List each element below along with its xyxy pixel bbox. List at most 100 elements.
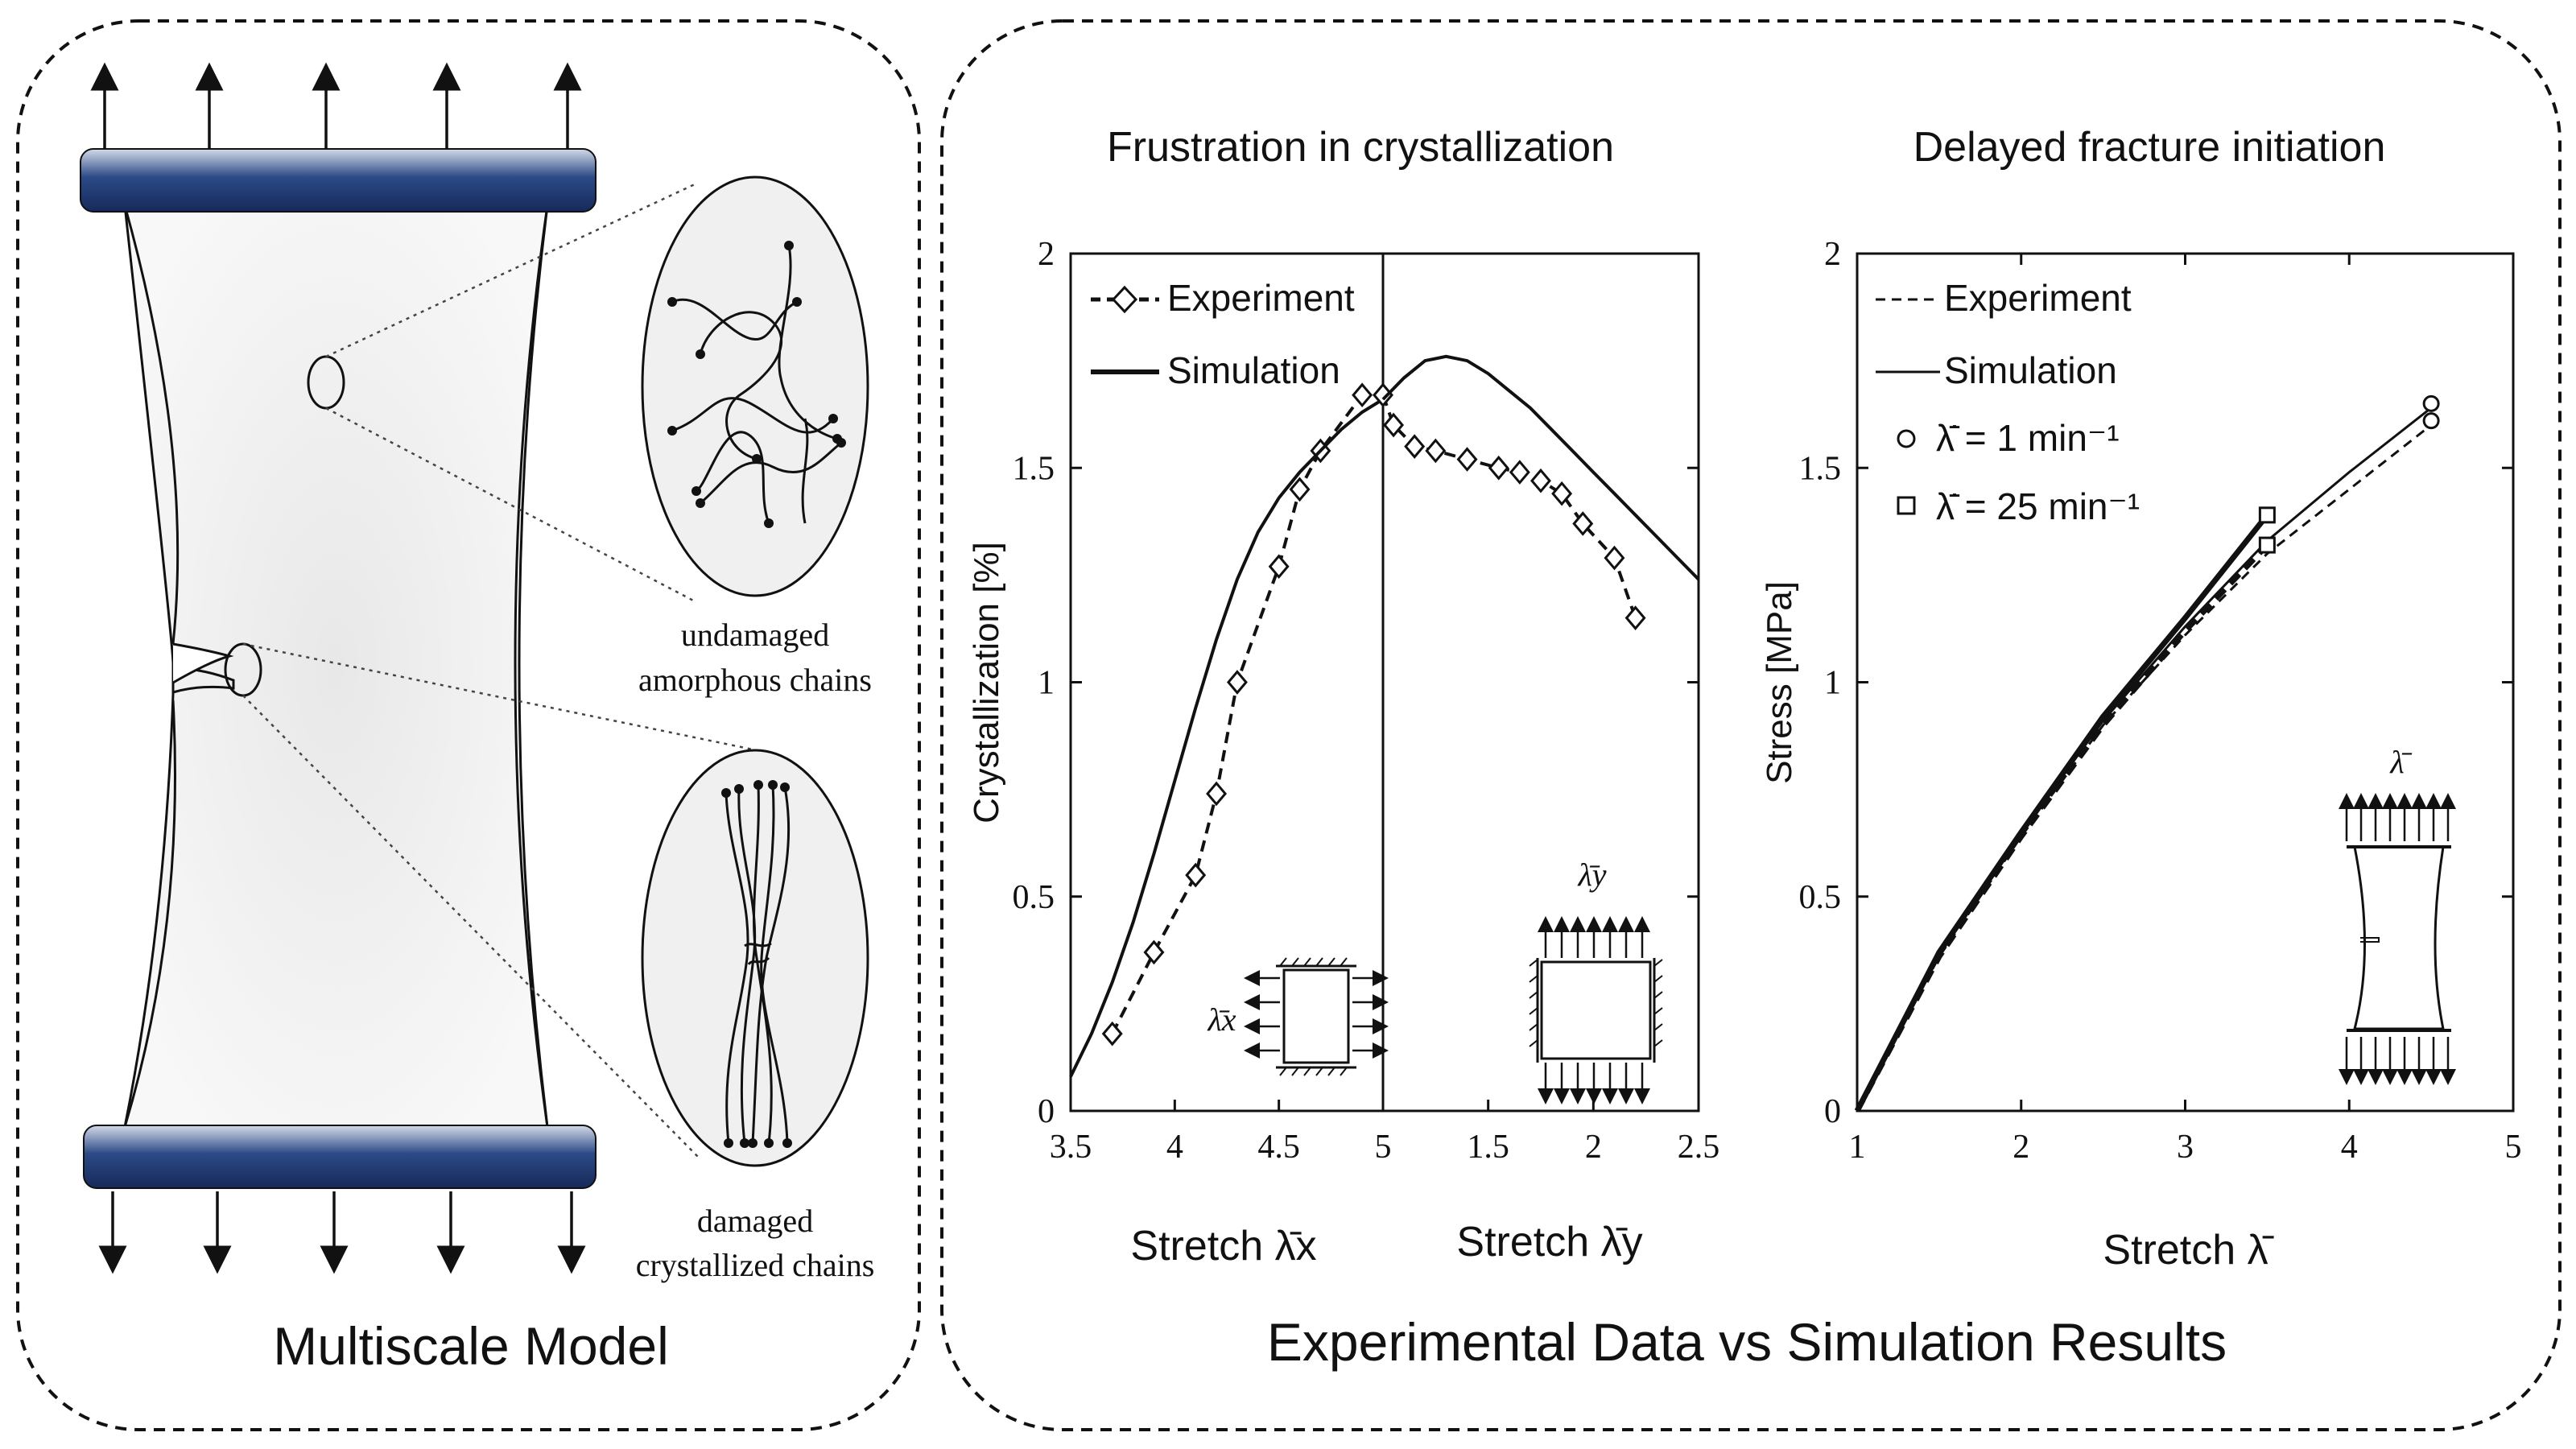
chart1-x-tick-label: 2.5 (1678, 1129, 1720, 1166)
chart2-legend-experiment: Experiment (1944, 277, 2132, 319)
chart2-y-label: Stress [MPa] (1760, 581, 1799, 784)
chart2-failure-circle (2422, 412, 2440, 430)
undamaged-label-line2: amorphous chains (638, 662, 872, 698)
damaged-chains-inset (641, 749, 869, 1167)
left-panel: undamaged amorphous chains (16, 19, 921, 1431)
chart1-x-label-right: Stretch λ̄y (1456, 1219, 1642, 1265)
top-grip (80, 148, 597, 213)
chart1-legend-simulation: Simulation (1167, 349, 1340, 391)
chart1-x-tick-label: 3.5 (1050, 1129, 1092, 1166)
chart1-legend: Experiment Simulation (1091, 277, 1355, 391)
chart1-y-tick-label: 1.5 (1013, 450, 1055, 487)
right-panel: Experimental Data vs Simulation Results … (940, 19, 2562, 1431)
chart2-y-tick-label: 0 (1824, 1093, 1841, 1130)
chart1-experiment-point (1143, 939, 1165, 965)
chart1-experiment-point (1206, 781, 1228, 807)
legend-circle-marker (1897, 429, 1916, 448)
chart1-experiment-point (1289, 477, 1311, 502)
right-panel-title: Experimental Data vs Simulation Results (1267, 1312, 2227, 1372)
chart1-inset-uniaxial-y (1529, 916, 1663, 1104)
chart2-y-tick-label: 1 (1824, 665, 1841, 702)
chart1-y-tick-label: 2 (1038, 236, 1055, 273)
chart1-inset-left-label: λ̄x (1207, 1001, 1236, 1038)
chart2-failure-circle (2422, 394, 2440, 412)
chart2-x-ticks: 1 2 3 4 5 (1849, 254, 2522, 1166)
chart1-experiment-point (1530, 468, 1551, 493)
chart1-experiment-point (1101, 1021, 1123, 1046)
chart1-experiment-point (1624, 605, 1646, 630)
chart2-y-ticks: 0 0.5 1 1.5 2 (1799, 236, 2513, 1130)
crack (172, 642, 234, 684)
legend-square-marker (1897, 496, 1916, 515)
top-load-arrows (90, 62, 582, 149)
bottom-load-arrows (98, 1191, 586, 1274)
chart1-experiment-point (1488, 455, 1509, 481)
chart1-experiment-point (1226, 670, 1248, 695)
chart1-y-tick-label: 0.5 (1013, 879, 1055, 916)
chart1-experiment-point (1352, 382, 1373, 408)
chart1-y-tick-label: 0 (1038, 1093, 1055, 1130)
chart1-x-label-left: Stretch λ̄x (1130, 1223, 1316, 1269)
chart1-inset-right-label: λ̄y (1577, 857, 1606, 893)
right-panel-frame (940, 19, 2562, 1431)
chart1-experiment-point (1604, 545, 1625, 571)
chart1-simulation-line (1069, 398, 1385, 1078)
left-panel-frame (16, 19, 921, 1431)
chart2-experiment-line (1854, 543, 2269, 1113)
bottom-grip (83, 1125, 597, 1189)
chart1-y-tick-label: 1 (1038, 665, 1055, 702)
undamaged-chains-inset (641, 175, 869, 597)
chart1-y-label: Crystallization [%] (967, 542, 1006, 824)
chart-stress: Delayed fracture initiation 0 0.5 1 1.5 2 1 2… (1760, 124, 2522, 1274)
chart2-failure-square (2258, 506, 2276, 524)
damaged-label-line1: damaged (697, 1203, 813, 1239)
chart-crystallization: Frustration in crystallization 0 0.5 1 1.5 2… (967, 124, 1719, 1269)
chart1-x-tick-label: 4.5 (1257, 1129, 1300, 1166)
chart1-legend-experiment: Experiment (1167, 277, 1355, 319)
chart2-x-tick-label: 1 (1849, 1129, 1866, 1166)
chart1-experiment-point (1268, 554, 1290, 580)
chart2-x-tick-label: 5 (2505, 1129, 2522, 1166)
legend-diamond-marker (1111, 285, 1138, 314)
chart1-experiment-point (1551, 481, 1573, 506)
chart2-inset-specimen (2339, 793, 2456, 1085)
chart2-y-tick-label: 0.5 (1799, 879, 1842, 916)
chart2-legend-rate1: λ̄̇ = 1 min⁻¹ (1936, 417, 2120, 459)
chart1-inset-uniaxial-x (1244, 957, 1389, 1076)
chart2-series (1854, 394, 2440, 1113)
chart2-legend: Experiment Simulation λ̄̇ = 1 min⁻¹ λ̄̇ … (1876, 277, 2140, 527)
chart2-legend-rate2: λ̄̇ = 25 min⁻¹ (1936, 485, 2140, 527)
specimen-outline (123, 204, 549, 1128)
chart2-legend-simulation: Simulation (1944, 349, 2117, 391)
chart2-y-tick-label: 1.5 (1799, 450, 1842, 487)
chart1-title: Frustration in crystallization (1107, 124, 1614, 171)
chart1-experiment-point (1456, 447, 1478, 472)
chart2-simulation-line (1854, 513, 2270, 1113)
chart1-series (1069, 354, 1700, 1078)
chart1-x-tick-label: 5 (1375, 1129, 1392, 1166)
chart1-x-tick-label: 1.5 (1467, 1129, 1509, 1166)
zoom-leader-lines (242, 182, 758, 1160)
chart1-experiment-point (1572, 511, 1594, 536)
chart1-experiment-point (1383, 412, 1405, 438)
chart1-x-ticks: 3.5 4 4.5 5 1.5 2 2.5 (1050, 1100, 1720, 1166)
chart2-y-tick-label: 2 (1824, 236, 1841, 273)
chart1-y-ticks: 0 0.5 1 1.5 2 (1013, 236, 1699, 1130)
chart2-title: Delayed fracture initiation (1913, 124, 2386, 171)
chart1-experiment-point (1425, 438, 1447, 464)
left-panel-title: Multiscale Model (273, 1316, 669, 1376)
chart2-x-label: Stretch λ̄ (2103, 1227, 2273, 1274)
chart1-x-tick-label: 2 (1585, 1129, 1602, 1166)
chart1-experiment-point (1185, 862, 1207, 888)
chart2-failure-square (2258, 536, 2276, 554)
chart1-simulation-line (1381, 354, 1700, 581)
damaged-label-line2: crystallized chains (636, 1247, 875, 1283)
undamaged-label-line1: undamaged (681, 617, 829, 653)
chart2-x-tick-label: 2 (2013, 1129, 2029, 1166)
chart1-x-tick-label: 4 (1166, 1129, 1183, 1166)
chart2-x-tick-label: 4 (2341, 1129, 2358, 1166)
chart1-experiment-point (1404, 434, 1426, 459)
chart1-experiment-point (1509, 460, 1530, 485)
chart2-x-tick-label: 3 (2177, 1129, 2194, 1166)
